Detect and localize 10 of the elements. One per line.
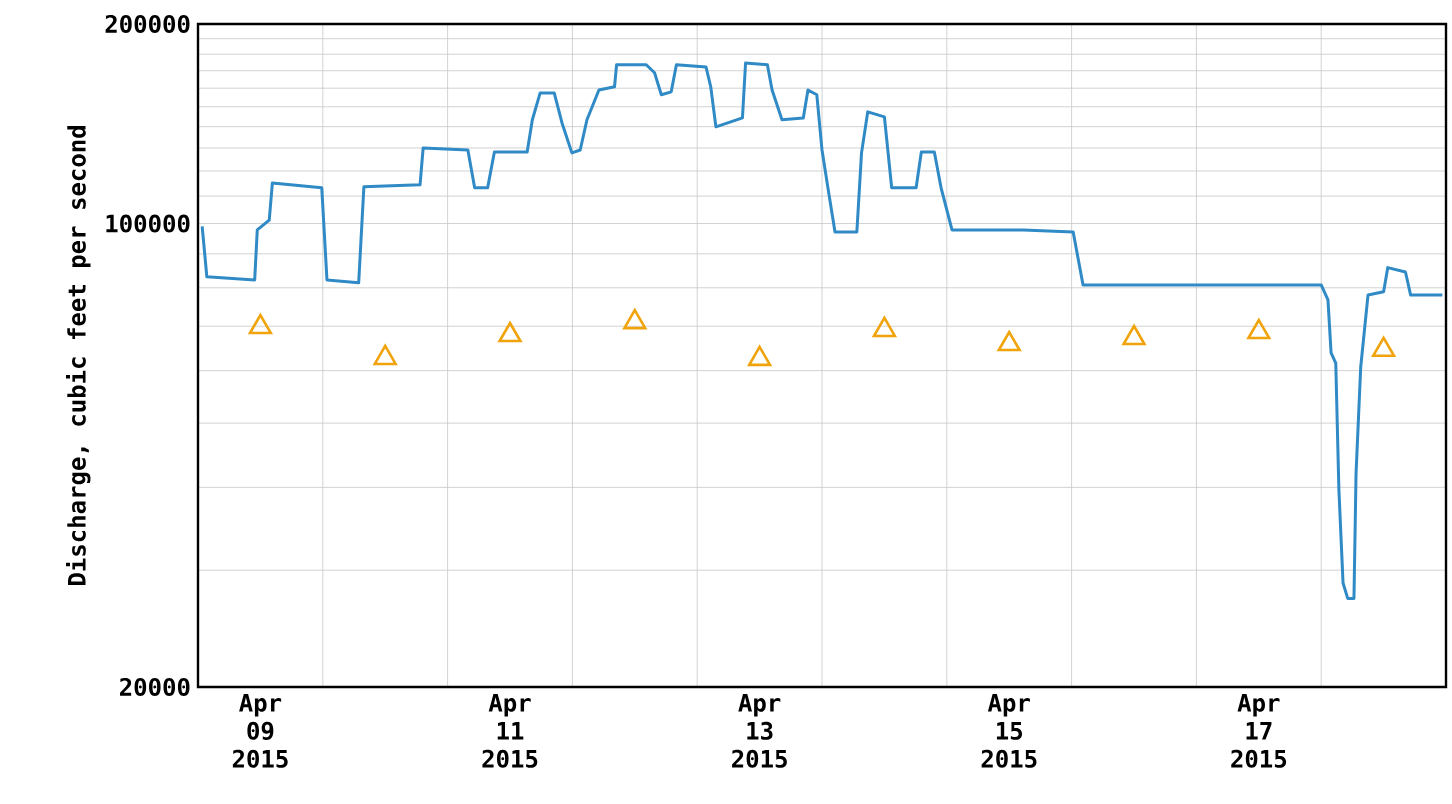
x-tick-label: Apr 17 2015 — [1231, 694, 1287, 768]
line-series — [200, 61, 1444, 600]
x-tick-label: Apr 13 2015 — [732, 694, 787, 768]
x-tick-label: Apr 15 2015 — [981, 694, 1037, 768]
x-tick-label: Apr 11 2015 — [482, 694, 538, 768]
y-tick-label: 100000 — [106, 214, 190, 233]
y-axis-title: Discharge, cubic feet per second — [66, 126, 91, 586]
x-tick-label: Apr 09 2015 — [232, 694, 288, 768]
y-tick-label: 20000 — [120, 677, 190, 697]
y-tick-label: 200000 — [105, 14, 190, 34]
